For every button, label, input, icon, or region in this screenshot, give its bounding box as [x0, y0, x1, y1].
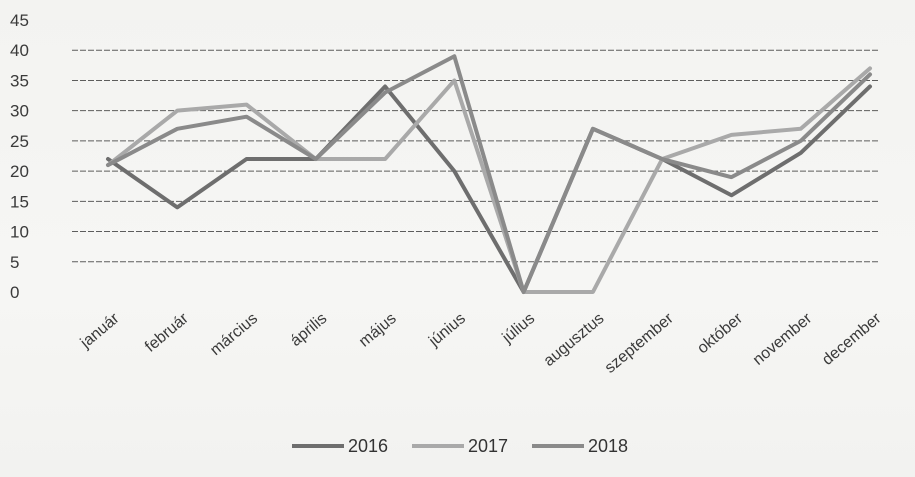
- grid-lines: [72, 49, 878, 263]
- x-tick-label: november: [750, 310, 816, 369]
- series-line-2016: [106, 84, 872, 294]
- y-tick-label: 45: [10, 11, 29, 30]
- y-tick-label: 25: [10, 132, 29, 151]
- series-line-2017: [106, 66, 872, 294]
- legend: 2016 2017 2018: [292, 436, 628, 456]
- y-tick-label: 0: [10, 283, 19, 302]
- y-tick-label: 10: [10, 223, 29, 242]
- legend-label-2017: 2017: [468, 436, 508, 456]
- x-tick-label: február: [142, 310, 192, 356]
- y-tick-label: 35: [10, 71, 29, 90]
- legend-label-2018: 2018: [588, 436, 628, 456]
- x-tick-label: június: [425, 310, 469, 351]
- y-tick-label: 40: [10, 41, 29, 60]
- x-tick-label: május: [356, 310, 400, 350]
- y-tick-label: 15: [10, 192, 29, 211]
- y-tick-label: 30: [10, 102, 29, 121]
- x-tick-label: december: [819, 310, 885, 369]
- x-tick-label: augusztus: [541, 310, 608, 370]
- legend-label-2016: 2016: [348, 436, 388, 456]
- y-axis-ticks: 0 5 10 15 20 25 30 35 40 45: [10, 11, 29, 302]
- x-tick-label: október: [694, 310, 746, 358]
- y-tick-label: 5: [10, 253, 19, 272]
- x-tick-label: szeptember: [602, 310, 677, 377]
- y-tick-label: 20: [10, 162, 29, 181]
- x-tick-label: április: [287, 310, 330, 350]
- series-line-2018: [106, 54, 872, 294]
- x-axis-ticks: január február március április május június jú…: [77, 310, 885, 377]
- series-lines: [106, 54, 872, 294]
- x-tick-label: január: [77, 310, 123, 353]
- x-tick-label: március: [207, 310, 261, 359]
- x-tick-label: július: [499, 310, 539, 347]
